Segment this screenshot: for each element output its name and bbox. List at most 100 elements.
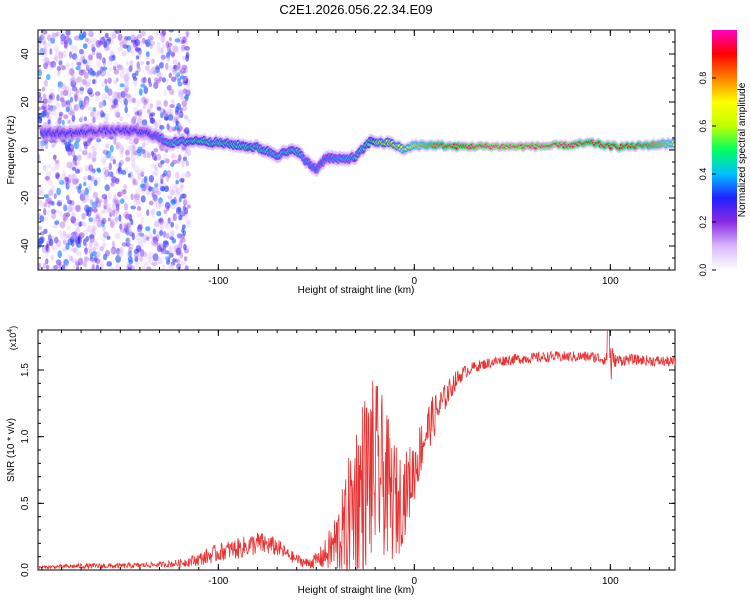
noise-cell [54,162,60,170]
noise-cell [47,34,51,42]
noise-cell [174,110,179,115]
noise-cell [113,198,120,203]
noise-cell [142,104,146,110]
noise-cell [157,256,163,265]
noise-cell [137,117,143,125]
noise-cell [126,222,131,229]
noise-cell [62,239,67,245]
noise-cell [95,251,101,259]
y-tick-label: 0.0 [20,563,31,577]
noise-cell [114,264,119,270]
noise-cell [93,217,98,225]
noise-cell [38,186,44,192]
noise-cell [175,188,181,196]
noise-cell [155,64,160,71]
noise-cell [126,237,131,245]
noise-cell [42,121,49,130]
noise-cell [71,159,75,167]
noise-cell [109,98,113,106]
noise-cell [133,193,140,201]
noise-cell [145,65,150,72]
noise-cell [109,55,115,62]
noise-cell [87,87,93,94]
noise-cell [140,30,146,37]
noise-cell [131,144,136,151]
noise-cell [102,158,106,166]
noise-cell [123,73,130,82]
noise-cell [42,80,48,85]
noise-cell [122,44,129,49]
noise-cell [67,205,73,213]
noise-cell [183,256,188,262]
noise-cell [65,30,70,35]
noise-cell [177,122,183,128]
noise-cell [139,249,145,257]
noise-cell [181,67,186,75]
noise-cell [173,196,177,204]
noise-cell [63,258,69,266]
noise-cell [168,72,172,79]
noise-cell [159,144,166,152]
noise-cell [95,266,100,270]
noise-cell [167,195,173,200]
noise-cell [95,40,102,48]
noise-cell [182,55,186,60]
noise-cell [135,62,141,69]
noise-cell [64,35,70,42]
noise-cell [91,145,97,152]
noise-cell [181,64,187,70]
noise-cell [141,178,144,185]
noise-cell [151,171,156,176]
noise-cell [163,206,168,212]
noise-cell [101,234,107,242]
noise-cell [38,140,42,149]
noise-cell [183,199,189,205]
noise-cell [79,221,83,227]
noise-cell [95,197,99,204]
noise-cell [139,183,145,189]
noise-cell [91,225,97,231]
noise-cell [176,72,181,78]
noise-cell [153,190,158,196]
noise-cell [143,98,150,104]
noise-cell [150,58,155,64]
noise-cell [174,192,181,198]
noise-cell [170,230,175,238]
noise-cell [103,203,109,208]
noise-cell [132,181,139,186]
noise-cell [84,37,89,42]
noise-cell [143,176,147,184]
noise-cell [80,69,86,74]
noise-cell [171,76,177,82]
noise-cell [58,85,62,93]
noise-cell [92,208,98,213]
noise-cell [156,106,162,111]
noise-cell [182,105,188,112]
noise-cell [167,114,174,121]
noise-cell [132,97,136,104]
noise-cell [137,152,142,157]
y-tick-label: 1.0 [20,429,31,443]
noise-cell [136,99,140,108]
noise-cell [79,116,85,123]
noise-cell [165,40,170,48]
noise-cell [118,249,124,256]
noise-cell [61,51,67,58]
noise-cell [147,104,153,109]
noise-cell [39,190,45,196]
noise-cell [83,72,89,79]
noise-cell [54,236,59,244]
noise-cell [125,237,130,244]
noise-cell [108,191,112,200]
noise-cell [65,182,70,190]
noise-cell [186,84,191,89]
noise-cell [75,266,80,270]
noise-cell [103,231,109,239]
noise-cell [110,31,117,37]
noise-cell [79,56,83,65]
noise-cell [125,156,131,162]
noise-cell [101,112,106,118]
noise-cell [83,261,88,268]
noise-cell [100,156,107,164]
noise-cell [65,30,71,36]
